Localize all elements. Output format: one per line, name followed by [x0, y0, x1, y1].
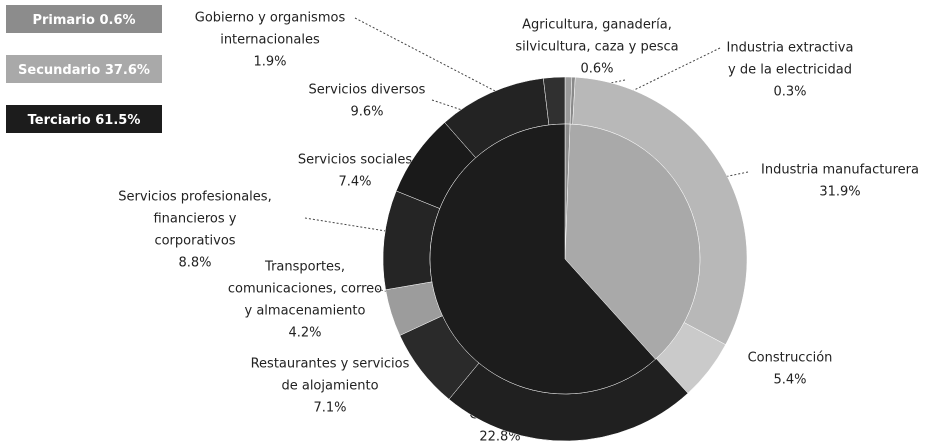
slice-label: Servicios diversos	[309, 83, 426, 98]
slice-label: Gobierno y organismos	[195, 11, 346, 26]
slice-label: Restaurantes y servicios	[251, 357, 410, 372]
inner-slice	[429, 123, 656, 395]
slice-label: comunicaciones, correo	[228, 282, 382, 297]
slice-value-label: 4.2%	[288, 326, 321, 341]
slice-label: y de la electricidad	[728, 63, 852, 78]
legend-value: 61.5%	[95, 113, 140, 128]
slice-value-label: 8.8%	[178, 256, 211, 271]
legend-box	[6, 105, 162, 133]
slice-label: Industria manufacturera	[761, 163, 919, 178]
legend-box	[6, 55, 162, 83]
slice-value-label: 7.1%	[313, 401, 346, 416]
slice-label: de alojamiento	[281, 379, 378, 394]
legend-value: 37.6%	[105, 63, 150, 78]
legend-name: Primario	[32, 13, 95, 28]
leader-line	[431, 99, 463, 111]
leader-line	[354, 17, 498, 93]
slice-label: Transportes,	[264, 260, 345, 275]
legend-value: 0.6%	[99, 13, 135, 28]
slice-label: Servicios profesionales,	[118, 190, 271, 205]
slice-value-label: 0.6%	[580, 62, 613, 77]
slice-label: internacionales	[220, 33, 320, 48]
legend-label: Secundario 37.6%	[18, 63, 150, 78]
slice-label: Servicios sociales	[298, 153, 413, 168]
slice-value-label: 1.9%	[253, 55, 286, 70]
slice-label: corporativos	[154, 234, 235, 249]
slice-label: Agricultura, ganadería,	[522, 18, 672, 33]
legend-name: Terciario	[28, 113, 91, 128]
inner-slice	[564, 123, 701, 360]
slice-value-label: 22.8%	[479, 430, 520, 444]
slice-value-label: 5.4%	[773, 373, 806, 388]
slice-label: financieros y	[153, 212, 236, 227]
legend-name: Secundario	[18, 63, 100, 78]
slice-label: Industria extractiva	[727, 41, 854, 56]
leader-line	[304, 217, 393, 233]
legend-label: Primario 0.6%	[32, 13, 135, 28]
leader-line	[629, 47, 721, 93]
slice-value-label: 31.9%	[819, 185, 860, 200]
slice-label: y almacenamiento	[245, 304, 366, 319]
slice-value-label: 7.4%	[338, 175, 371, 190]
slice-value-label: 0.3%	[773, 85, 806, 100]
slice-label: silvicultura, caza y pesca	[515, 40, 678, 55]
slice-value-label: 9.6%	[350, 105, 383, 120]
legend-label: Terciario 61.5%	[28, 113, 141, 128]
legend-box	[6, 5, 162, 33]
slice-label: Construcción	[748, 351, 833, 366]
